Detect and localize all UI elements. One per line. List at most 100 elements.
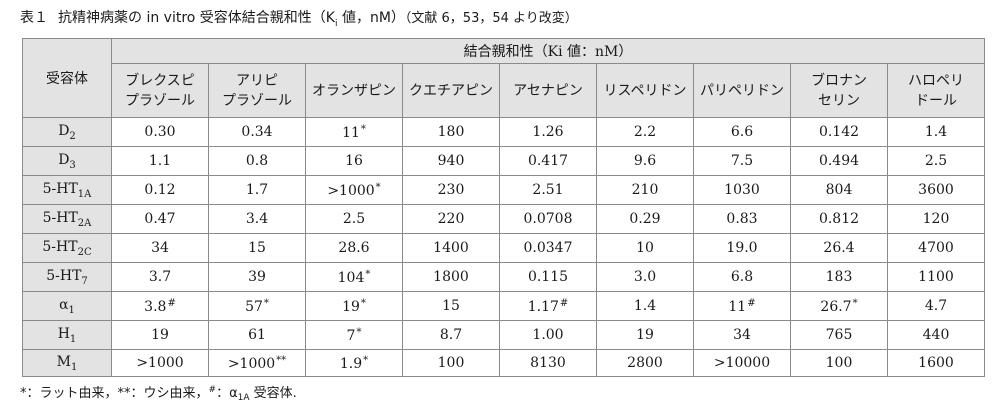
drug-name: クエチアピン <box>409 82 493 99</box>
value-cell: 7.5 <box>693 146 791 176</box>
value-cell: 3.4 <box>208 204 306 234</box>
caption-reference: （文献 6，53，54 より改変） <box>404 11 578 26</box>
value-cell: 0.8 <box>208 146 306 176</box>
value-cell: 0.494 <box>790 146 888 176</box>
drug-name: ブレクスピ プラゾール <box>125 72 195 109</box>
table-body: D2 0.30 0.34 11* 180 1.26 2.2 6.6 0.142 1.4 D3 1.1 0… <box>22 117 985 377</box>
table-row: H1 19 61 7* 8.7 1.00 19 34 765 440 <box>22 320 985 350</box>
value-cell: 0.34 <box>208 117 306 147</box>
value-cell: 16 <box>305 146 403 176</box>
value-cell: 6.6 <box>693 117 791 147</box>
value-cell: 210 <box>596 175 694 205</box>
footnote-mark: # <box>747 297 756 309</box>
value-cell: 120 <box>887 204 985 234</box>
value-cell: 0.29 <box>596 204 694 234</box>
receptor-cell: D3 <box>22 146 112 176</box>
value-cell: 4700 <box>887 233 985 263</box>
footnote-mark: * <box>360 123 366 135</box>
drug-header: リスペリドン <box>596 63 694 118</box>
drug-name: オランザピン <box>312 82 396 99</box>
value-cell: 1.1 <box>111 146 209 176</box>
footnote-mark: * <box>363 354 369 366</box>
table-row: D3 1.1 0.8 16 940 0.417 9.6 7.5 0.494 2.5 <box>22 146 985 176</box>
value-cell: 0.83 <box>693 204 791 234</box>
value-cell: 0.30 <box>111 117 209 147</box>
drug-header: パリペリドン <box>693 63 791 118</box>
receptor-cell: 5-HT2C <box>22 233 112 263</box>
receptor-cell: α1 <box>22 291 112 321</box>
drug-header: アリピ プラゾール <box>208 63 306 118</box>
value-cell: 0.0347 <box>499 233 597 263</box>
value-cell: 19 <box>111 320 209 350</box>
value-cell: 26.4 <box>790 233 888 263</box>
value-cell: 3600 <box>887 175 985 205</box>
value-cell: 19* <box>305 291 403 321</box>
table-number: 表１ <box>20 10 48 26</box>
value-cell: 230 <box>402 175 500 205</box>
value-cell: >1000** <box>208 349 306 377</box>
value-cell: 1.26 <box>499 117 597 147</box>
caption-title: 抗精神病薬の in vitro 受容体結合親和性（Ki 値，nM） <box>58 10 405 29</box>
table-row: 5-HT2A 0.47 3.4 2.5 220 0.0708 0.29 0.83 0.812 12… <box>22 204 985 234</box>
value-cell: 100 <box>790 349 888 377</box>
value-cell: 26.7* <box>790 291 888 321</box>
footnote: *：ラット由来，**：ウシ由来，#：α1A 受容体. <box>20 385 297 403</box>
value-cell: >10000 <box>693 349 791 377</box>
footnote-mark: # <box>167 297 176 309</box>
value-cell: 1.17# <box>499 291 597 321</box>
value-cell: 180 <box>402 117 500 147</box>
value-cell: 220 <box>402 204 500 234</box>
value-cell: 34 <box>111 233 209 263</box>
value-cell: 7* <box>305 320 403 350</box>
value-cell: 0.142 <box>790 117 888 147</box>
drug-name: ハロペリ ドール <box>908 72 964 109</box>
drug-header: オランザピン <box>305 63 403 118</box>
value-cell: 28.6 <box>305 233 403 263</box>
value-cell: 3.8# <box>111 291 209 321</box>
table-row: α1 3.8# 57* 19* 15 1.17# 1.4 11# 26.7* 4.7 <box>22 291 985 321</box>
value-cell: 8130 <box>499 349 597 377</box>
value-cell: 2.5 <box>887 146 985 176</box>
value-cell: 11# <box>693 291 791 321</box>
value-cell: 61 <box>208 320 306 350</box>
receptor-header: 受容体 <box>22 38 112 118</box>
footnote-mark: ** <box>276 354 287 366</box>
receptor-cell: 5-HT1A <box>22 175 112 205</box>
value-cell: 6.8 <box>693 262 791 292</box>
drug-name: リスペリドン <box>603 82 687 99</box>
value-cell: 19.0 <box>693 233 791 263</box>
value-cell: 4.7 <box>887 291 985 321</box>
table-row: 5-HT2C 34 15 28.6 1400 0.0347 10 19.0 26.4 4700 <box>22 233 985 263</box>
drug-name: アリピ プラゾール <box>222 72 292 109</box>
value-cell: 804 <box>790 175 888 205</box>
value-cell: 1.4 <box>596 291 694 321</box>
value-cell: 15 <box>208 233 306 263</box>
value-cell: 1.00 <box>499 320 597 350</box>
value-cell: 10 <box>596 233 694 263</box>
footnote-mark: * <box>356 326 362 338</box>
receptor-cell: 5-HT7 <box>22 262 112 292</box>
receptor-cell: H1 <box>22 320 112 350</box>
value-cell: 8.7 <box>402 320 500 350</box>
value-cell: 0.115 <box>499 262 597 292</box>
drug-header-row: ブレクスピ プラゾール アリピ プラゾール オランザピン クエチアピン アセナピン リスペ… <box>23 63 985 118</box>
value-cell: 0.12 <box>111 175 209 205</box>
footnote-mark: * <box>360 297 366 309</box>
table-caption: 表１ 抗精神病薬の in vitro 受容体結合親和性（Ki 値，nM）（文献 6… <box>20 7 578 29</box>
drug-header: ブロナン セリン <box>790 63 888 118</box>
value-cell: 39 <box>208 262 306 292</box>
drug-header: ブレクスピ プラゾール <box>111 63 209 118</box>
group-header: 結合親和性（Ki 値：nM） <box>111 38 985 64</box>
drug-header: クエチアピン <box>402 63 500 118</box>
drug-name: アセナピン <box>513 82 583 99</box>
value-cell: 765 <box>790 320 888 350</box>
value-cell: 1.4 <box>887 117 985 147</box>
value-cell: 19 <box>596 320 694 350</box>
drug-name: パリペリドン <box>700 82 784 99</box>
value-cell: >1000 <box>111 349 209 377</box>
value-cell: 34 <box>693 320 791 350</box>
footnote-mark: * <box>852 297 858 309</box>
table-row: 5-HT1A 0.12 1.7 >1000* 230 2.51 210 1030 804 3600 <box>22 175 985 205</box>
value-cell: 440 <box>887 320 985 350</box>
value-cell: 57* <box>208 291 306 321</box>
